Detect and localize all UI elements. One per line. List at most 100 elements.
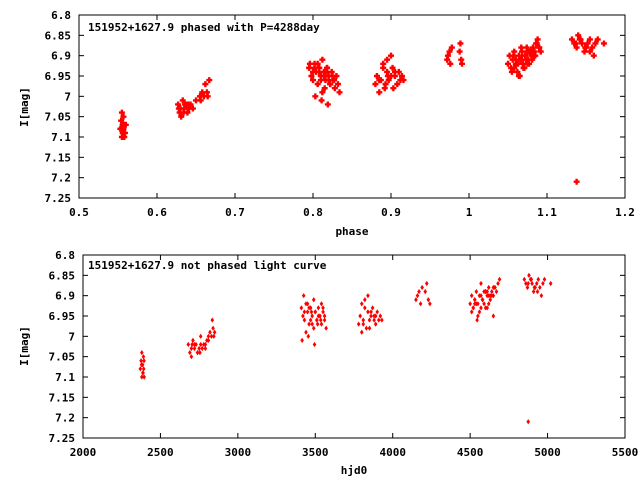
y-tick-label: 6.95 (45, 70, 72, 83)
data-point (190, 341, 194, 348)
plot-frame (78, 14, 626, 199)
data-point (209, 333, 214, 339)
data-point (361, 321, 366, 327)
data-point (322, 313, 327, 319)
y-tick-label: 7.2 (55, 412, 75, 425)
y-axis-label: I[mag] (18, 326, 31, 366)
data-point (577, 36, 584, 43)
data-point (380, 317, 384, 323)
data-point (329, 73, 336, 79)
data-point (304, 329, 308, 335)
data-point (361, 317, 366, 323)
data-point (316, 68, 323, 75)
data-point (301, 293, 306, 299)
data-point (324, 325, 328, 331)
data-point (367, 325, 372, 331)
data-point (118, 117, 125, 124)
data-point (482, 301, 486, 307)
data-point (185, 101, 192, 108)
data-point (447, 60, 454, 67)
y-tick-label: 6.8 (51, 9, 71, 22)
data-point (140, 370, 145, 376)
data-point (191, 337, 195, 343)
data-point (363, 297, 367, 303)
data-point (309, 309, 314, 315)
data-point (321, 305, 325, 311)
data-point (141, 366, 146, 372)
data-point (446, 48, 453, 55)
x-tick-label: 0.9 (381, 206, 401, 219)
y-axis-label: I[mag] (18, 87, 31, 127)
x-tick-label: 5000 (534, 446, 561, 459)
x-tick-labels: 0.5 0.6 0.7 0.8 0.9 1 1.1 1.2 (69, 206, 635, 219)
data-point (534, 280, 539, 287)
data-point (175, 105, 182, 112)
data-point (197, 97, 204, 104)
data-point (538, 284, 542, 291)
data-point (505, 60, 511, 67)
data-point (468, 301, 472, 307)
data-point (373, 73, 380, 79)
data-point (310, 321, 314, 327)
data-point (300, 337, 304, 343)
data-point (323, 68, 330, 75)
data-point (186, 341, 191, 348)
data-point (515, 73, 522, 79)
y-tick-label: 7.15 (49, 391, 76, 404)
data-point (122, 121, 129, 128)
data-point (526, 60, 533, 67)
data-point (533, 40, 540, 47)
data-point (519, 60, 526, 67)
data-point (376, 89, 383, 96)
data-point (318, 97, 325, 104)
data-point (391, 68, 398, 75)
data-point (203, 345, 208, 352)
chart-title: 151952+1627.9 phased with P=4288day (88, 21, 320, 34)
data-point (493, 284, 497, 291)
data-point (120, 129, 127, 136)
x-tick-labels: 2000 2500 3000 3500 4000 4500 5000 5500 (70, 446, 639, 459)
y-tick-label: 7.2 (51, 172, 71, 185)
data-point (312, 341, 317, 348)
data-point (573, 178, 580, 185)
data-point (508, 68, 515, 75)
axis-ticks (78, 14, 626, 199)
data-point (325, 77, 332, 84)
y-tick-label: 6.9 (51, 50, 71, 63)
data-point (398, 73, 405, 79)
x-tick-label: 0.6 (147, 206, 167, 219)
data-point (519, 52, 526, 59)
data-point (477, 293, 482, 299)
x-tick-label: 1 (466, 206, 473, 219)
x-tick-label: 4500 (457, 446, 484, 459)
data-point (302, 309, 307, 315)
data-point (529, 276, 534, 282)
data-point (319, 89, 326, 96)
data-point (307, 321, 311, 327)
data-point (378, 313, 383, 319)
data-point (302, 317, 307, 323)
data-point (582, 44, 589, 51)
data-point (373, 321, 378, 327)
data-point (364, 325, 369, 331)
x-tick-label: 3000 (225, 446, 252, 459)
data-point (584, 40, 591, 47)
data-point (480, 297, 485, 303)
data-point (336, 89, 343, 96)
data-point (525, 284, 530, 291)
data-point (469, 309, 474, 315)
data-point (356, 321, 361, 327)
data-point (477, 309, 482, 315)
y-tick-labels: 6.8 6.85 6.9 6.95 7 7.05 7.1 7.15 7.2 7.25 (45, 9, 72, 205)
data-point (198, 350, 202, 356)
data-point (530, 52, 537, 59)
data-point (197, 345, 201, 352)
data-point (511, 64, 518, 71)
data-point (426, 297, 431, 303)
data-point (299, 305, 304, 311)
data-point (600, 40, 607, 47)
x-tick-label: 0.8 (303, 206, 323, 219)
data-point (212, 329, 217, 335)
data-point (301, 313, 305, 319)
data-point (590, 52, 597, 59)
